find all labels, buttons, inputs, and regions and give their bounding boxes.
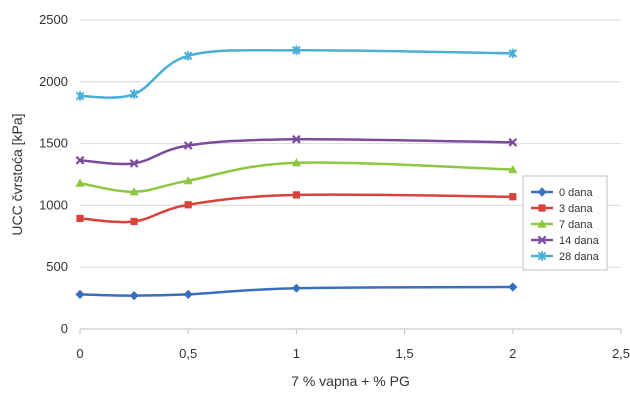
- series-line: [79, 161, 513, 194]
- y-tick-label: 1000: [39, 197, 68, 212]
- series-lines: [75, 45, 518, 301]
- series-line: [79, 285, 513, 297]
- y-tick-label: 500: [46, 259, 68, 274]
- series-line: [79, 48, 513, 99]
- legend-marker: [537, 219, 547, 228]
- data-point: [292, 191, 300, 199]
- legend-label: 0 dana: [559, 187, 594, 199]
- data-point: [291, 283, 301, 293]
- data-point: [508, 48, 518, 58]
- data-point: [184, 201, 192, 209]
- y-tick-label: 1500: [39, 136, 68, 151]
- data-point: [76, 214, 84, 222]
- x-tick-label: 0,5: [179, 346, 197, 361]
- legend-label: 7 dana: [559, 219, 594, 231]
- x-tick-label: 1: [293, 346, 300, 361]
- legend-marker: [538, 204, 546, 212]
- legend-item: 28 dana: [531, 251, 600, 263]
- data-point: [183, 141, 193, 150]
- data-point: [129, 89, 139, 99]
- x-tick-label: 2,5: [612, 346, 630, 361]
- data-point: [292, 45, 301, 55]
- x-tick-label: 2: [509, 346, 516, 361]
- series-line: [79, 137, 513, 166]
- y-tick-label: 0: [61, 321, 68, 336]
- series-3: [75, 134, 518, 168]
- x-tick-label: 0: [76, 346, 83, 361]
- data-point: [508, 137, 518, 147]
- y-tick-label: 2500: [39, 12, 68, 27]
- y-axis-title: UCC čvrstoća [kPa]: [9, 113, 25, 235]
- data-point: [292, 134, 301, 144]
- data-point: [508, 164, 518, 174]
- legend: 0 dana 3 dana 7 dana 14 dana 28 dana: [522, 175, 608, 271]
- data-point: [509, 193, 517, 201]
- legend-item: 0 dana: [531, 187, 594, 199]
- legend-marker: [537, 235, 547, 245]
- legend-item: 7 dana: [531, 219, 594, 231]
- data-point: [75, 289, 85, 299]
- x-axis-title: 7 % vapna + % PG: [291, 373, 410, 389]
- axes: 0 500 1000 1500 2000 2500 0 0,5 1 1,5 2 2,5: [39, 12, 630, 361]
- legend-marker: [537, 251, 547, 261]
- x-tick-label: 1,5: [396, 346, 414, 361]
- legend-label: 14 dana: [559, 235, 600, 247]
- data-point: [183, 176, 193, 185]
- legend-marker: [537, 187, 547, 197]
- legend-label: 3 dana: [559, 203, 594, 215]
- series-2: [75, 158, 518, 196]
- data-point: [129, 187, 139, 196]
- legend-item: 3 dana: [531, 203, 594, 215]
- series-0: [75, 282, 518, 301]
- data-point: [508, 282, 518, 292]
- data-point: [183, 289, 193, 299]
- y-tick-label: 2000: [39, 74, 68, 89]
- data-point: [129, 158, 139, 168]
- legend-label: 28 dana: [559, 251, 600, 263]
- data-point: [75, 155, 85, 165]
- data-point: [129, 291, 139, 301]
- data-point: [75, 91, 85, 101]
- data-point: [75, 178, 85, 187]
- data-point: [130, 217, 138, 226]
- data-point: [291, 158, 301, 167]
- series-1: [76, 191, 517, 226]
- series-4: [75, 45, 518, 101]
- series-line: [79, 193, 513, 224]
- legend-item: 14 dana: [531, 235, 600, 247]
- data-point: [183, 51, 193, 61]
